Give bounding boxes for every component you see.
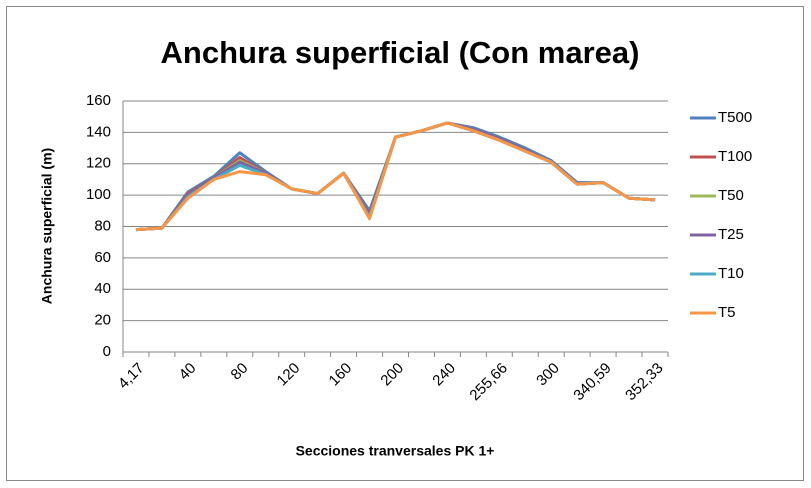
- y-tick-label: 40: [94, 280, 111, 297]
- legend-label: T5: [718, 304, 736, 321]
- y-tick-label: 160: [86, 92, 111, 109]
- y-tick-label: 80: [94, 217, 111, 234]
- legend-label: T500: [718, 109, 752, 126]
- series-line: [135, 121, 656, 232]
- legend-label: T25: [718, 226, 744, 243]
- y-tick-label: 140: [86, 123, 111, 140]
- y-tick-label: 0: [103, 343, 111, 360]
- legend-label: T10: [718, 265, 744, 282]
- y-tick-label: 20: [94, 312, 111, 329]
- y-tick-label: 100: [86, 186, 111, 203]
- x-axis-label: Secciones tranversales PK 1+: [296, 443, 495, 459]
- legend-label: T50: [718, 187, 744, 204]
- chart-title: Anchura superficial (Con marea): [161, 35, 640, 70]
- y-tick-label: 120: [86, 155, 111, 172]
- legend-label: T100: [718, 148, 752, 165]
- y-axis-label: Anchura superficial (m): [39, 148, 55, 304]
- chart-border: [6, 6, 804, 481]
- y-tick-label: 60: [94, 249, 111, 266]
